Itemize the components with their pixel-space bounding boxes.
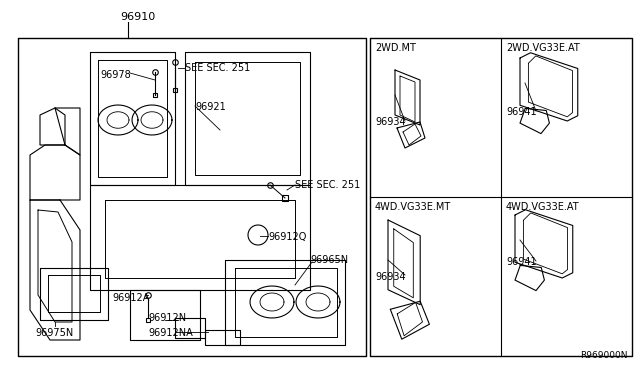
Text: R969000N: R969000N (580, 351, 628, 360)
Text: 96941: 96941 (506, 257, 536, 267)
Text: 96975N: 96975N (35, 328, 73, 338)
Text: 4WD.VG33E.AT: 4WD.VG33E.AT (506, 202, 580, 212)
Text: SEE SEC. 251: SEE SEC. 251 (295, 180, 360, 190)
Text: 96941: 96941 (506, 107, 536, 117)
Text: 96921: 96921 (195, 102, 226, 112)
Text: 96978: 96978 (100, 70, 131, 80)
Text: 2WD.VG33E.AT: 2WD.VG33E.AT (506, 43, 580, 53)
Text: SEE SEC. 251: SEE SEC. 251 (185, 63, 250, 73)
Text: 96912A: 96912A (112, 293, 149, 303)
Text: 96910: 96910 (120, 12, 156, 22)
Text: 96912NA: 96912NA (148, 328, 193, 338)
Text: 96934: 96934 (375, 117, 406, 127)
Text: 96934: 96934 (375, 272, 406, 282)
Text: 96912Q: 96912Q (268, 232, 307, 242)
Text: 2WD.MT: 2WD.MT (375, 43, 416, 53)
Text: 96912N: 96912N (148, 313, 186, 323)
Text: 96965N: 96965N (310, 255, 348, 265)
Text: 4WD.VG33E.MT: 4WD.VG33E.MT (375, 202, 451, 212)
